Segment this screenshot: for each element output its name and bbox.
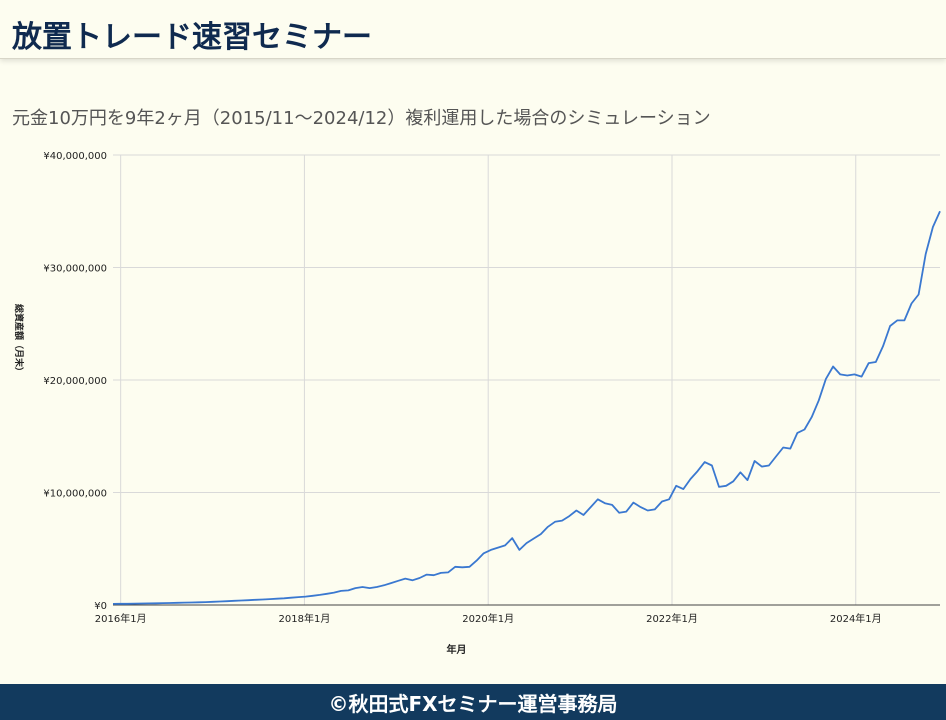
- x-tick-label: 2016年1月: [95, 612, 147, 625]
- chart-title: 元金10万円を9年2ヶ月（2015/11～2024/12）複利運用した場合のシミ…: [12, 108, 711, 129]
- x-tick-label: 2022年1月: [646, 612, 698, 625]
- y-tick-label: ¥40,000,000: [43, 151, 107, 162]
- y-axis-label: 総資産額（月末）: [13, 304, 25, 376]
- x-tick-label: 2018年1月: [279, 612, 331, 625]
- x-axis-label: 年月: [447, 643, 467, 656]
- header-bar: 放置トレード速習セミナー: [0, 0, 946, 59]
- series-line: [112, 210, 941, 605]
- page-title: 放置トレード速習セミナー: [12, 20, 372, 55]
- y-tick-label: ¥10,000,000: [43, 489, 107, 500]
- x-tick-label: 2020年1月: [462, 612, 514, 625]
- y-tick-label: ¥20,000,000: [43, 376, 107, 387]
- line-chart: ¥0 ¥10,000,000 ¥20,000,000 ¥30,000,000 ¥40,0…: [13, 151, 941, 656]
- y-tick-label: ¥0: [94, 601, 107, 612]
- x-tick-label: 2024年1月: [830, 612, 882, 625]
- footer-bar: ©秋田式FXセミナー運営事務局: [0, 684, 946, 720]
- footer-copyright: ©秋田式FXセミナー運営事務局: [328, 691, 618, 716]
- y-tick-label: ¥30,000,000: [43, 264, 107, 275]
